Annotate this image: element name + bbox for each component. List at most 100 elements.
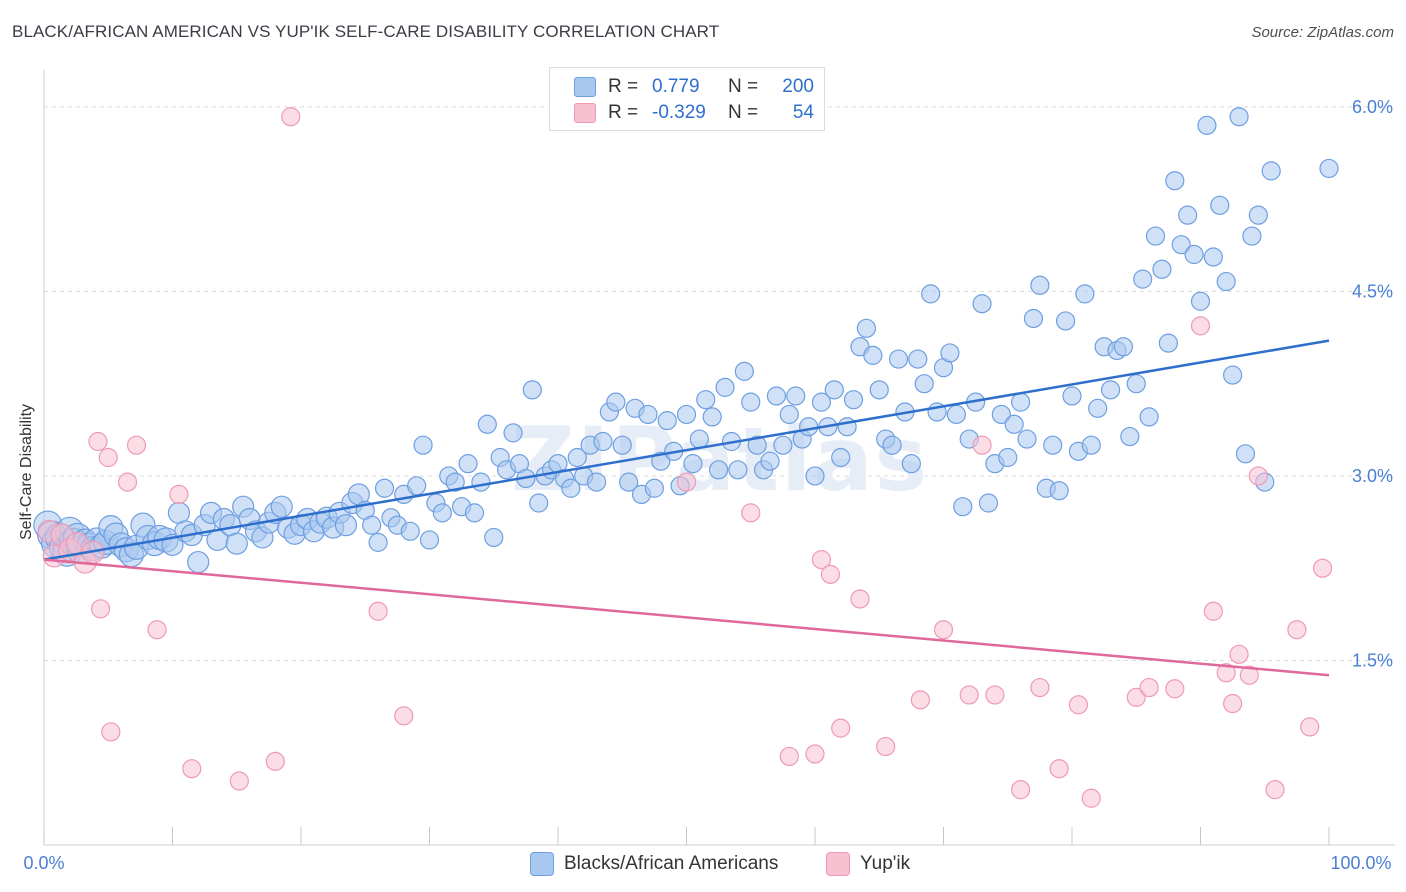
point-yupik — [126, 435, 147, 455]
point-blacks — [593, 431, 613, 452]
point-blacks — [741, 392, 761, 412]
point-blacks — [1216, 271, 1236, 292]
point-blacks — [702, 407, 722, 427]
point-blacks — [1145, 226, 1166, 246]
point-yupik — [88, 431, 108, 452]
point-blacks — [1004, 414, 1024, 434]
point-yupik — [1068, 695, 1089, 715]
point-blacks — [219, 514, 242, 537]
point-yupik — [281, 107, 301, 127]
stats-legend: R = 0.779 N = 200 R = -0.329 N = 54 — [549, 67, 825, 131]
point-yupik — [741, 503, 761, 523]
point-blacks — [1120, 426, 1140, 447]
trend-line-yupik — [43, 558, 1330, 677]
bottom-legend-label-blacks: Blacks/African Americans — [564, 853, 779, 874]
point-blacks — [1030, 275, 1050, 295]
point-blacks — [1190, 291, 1211, 311]
point-blacks — [606, 392, 626, 412]
legend-r-value: -0.329 — [652, 102, 706, 123]
point-blacks — [901, 454, 921, 474]
point-blacks — [856, 318, 877, 338]
point-yupik — [1239, 665, 1259, 685]
point-blacks — [709, 460, 729, 480]
point-yupik — [1300, 717, 1320, 737]
bottom-legend-blacks: Blacks/African Americans — [530, 852, 778, 876]
point-blacks — [413, 435, 433, 455]
point-blacks — [676, 404, 697, 425]
point-blacks — [362, 515, 382, 535]
point-blacks — [689, 429, 709, 449]
point-yupik — [811, 550, 832, 570]
point-blacks — [734, 361, 754, 381]
point-blacks — [1049, 481, 1069, 501]
point-yupik — [972, 435, 992, 455]
y-tick-label: 3.0% — [1352, 466, 1393, 486]
point-blacks — [1248, 205, 1268, 225]
point-blacks — [991, 404, 1011, 425]
x-tick-label-min: 0.0% — [23, 853, 64, 873]
point-blacks — [1100, 380, 1121, 400]
point-blacks — [1178, 205, 1198, 225]
point-blacks — [1210, 195, 1230, 215]
chart-source: Source: ZipAtlas.com — [1251, 24, 1394, 41]
point-blacks — [419, 530, 440, 550]
point-yupik — [820, 564, 841, 584]
point-yupik — [368, 601, 388, 621]
point-yupik — [1203, 601, 1223, 621]
point-blacks — [728, 460, 748, 480]
point-yupik — [1165, 679, 1185, 699]
point-yupik — [876, 736, 896, 757]
point-yupik — [1030, 677, 1050, 698]
point-blacks — [683, 454, 703, 474]
point-blacks — [805, 466, 825, 486]
point-blacks — [760, 451, 780, 471]
y-tick-label: 6.0% — [1352, 97, 1393, 117]
point-yupik — [1049, 759, 1069, 779]
point-yupik — [182, 759, 202, 779]
point-blacks — [798, 417, 819, 437]
point-blacks — [400, 521, 420, 541]
point-blacks — [522, 380, 542, 400]
point-blacks — [1203, 247, 1223, 267]
point-blacks — [1055, 311, 1076, 331]
point-blacks — [972, 294, 992, 314]
point-yupik — [1190, 316, 1211, 336]
point-blacks — [1043, 435, 1063, 455]
point-yupik — [676, 472, 697, 492]
point-blacks — [921, 284, 941, 304]
point-blacks — [644, 478, 664, 498]
point-blacks — [747, 435, 767, 455]
legend-r-label: R = — [608, 102, 639, 123]
point-blacks — [458, 454, 478, 474]
point-yupik — [229, 771, 249, 791]
point-yupik — [1223, 693, 1243, 714]
y-tick-label: 1.5% — [1352, 650, 1393, 670]
point-blacks — [1165, 171, 1185, 191]
point-blacks — [1229, 107, 1249, 127]
point-blacks — [882, 435, 902, 455]
point-blacks — [1152, 259, 1172, 279]
trend-line-blacks — [43, 339, 1330, 561]
point-blacks — [786, 386, 806, 406]
point-yupik — [1287, 620, 1307, 640]
point-yupik — [831, 718, 851, 738]
legend-swatch-pink — [574, 103, 596, 123]
legend-row-blacks: R = 0.779 N = 200 — [574, 75, 814, 99]
point-blacks — [503, 423, 523, 443]
point-blacks — [863, 345, 883, 365]
point-blacks — [998, 447, 1018, 468]
point-blacks — [811, 392, 832, 412]
point-blacks — [1126, 374, 1146, 394]
point-yupik — [1126, 687, 1146, 707]
point-blacks — [477, 414, 497, 434]
point-yupik — [1081, 788, 1101, 808]
point-blacks — [888, 349, 909, 369]
legend-n-label: N = — [728, 102, 759, 123]
point-blacks — [368, 532, 388, 552]
point-blacks — [225, 532, 248, 555]
point-blacks — [586, 472, 607, 492]
point-yupik — [101, 722, 121, 742]
bottom-legend-label-yupik: Yup'ik — [860, 853, 911, 874]
point-blacks — [567, 447, 587, 468]
